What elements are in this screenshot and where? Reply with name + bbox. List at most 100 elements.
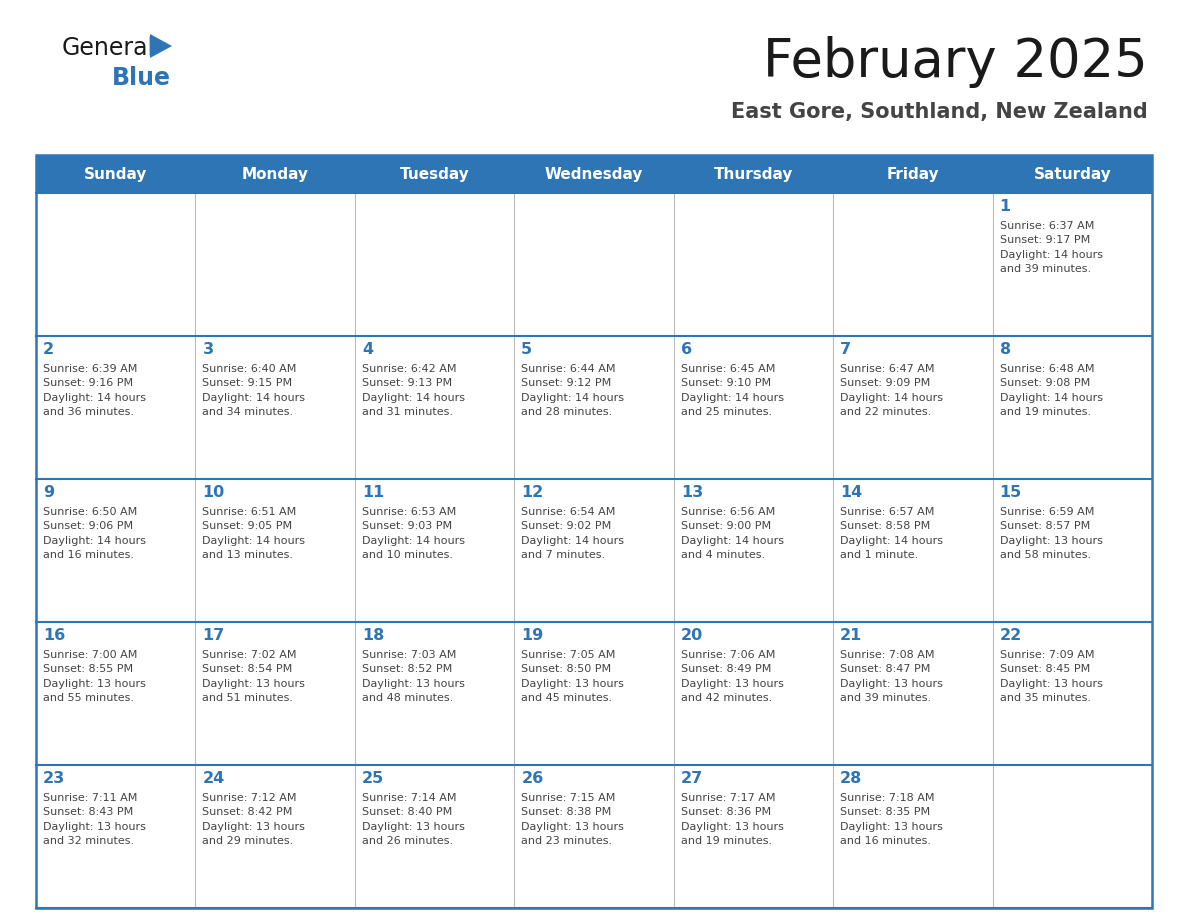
Text: Sunrise: 7:09 AM
Sunset: 8:45 PM
Daylight: 13 hours
and 35 minutes.: Sunrise: 7:09 AM Sunset: 8:45 PM Dayligh… — [999, 650, 1102, 703]
Text: 20: 20 — [681, 628, 703, 643]
Text: Sunrise: 6:51 AM
Sunset: 9:05 PM
Daylight: 14 hours
and 13 minutes.: Sunrise: 6:51 AM Sunset: 9:05 PM Dayligh… — [202, 507, 305, 560]
Text: 9: 9 — [43, 485, 55, 500]
Bar — [992, 479, 1152, 622]
Text: 25: 25 — [362, 771, 384, 786]
Text: Wednesday: Wednesday — [545, 166, 643, 182]
Bar — [36, 336, 196, 479]
Text: Sunrise: 7:15 AM
Sunset: 8:38 PM
Daylight: 13 hours
and 23 minutes.: Sunrise: 7:15 AM Sunset: 8:38 PM Dayligh… — [522, 793, 624, 846]
Bar — [355, 479, 514, 622]
Bar — [992, 622, 1152, 765]
Bar — [674, 622, 833, 765]
Text: 18: 18 — [362, 628, 384, 643]
Text: Sunrise: 6:54 AM
Sunset: 9:02 PM
Daylight: 14 hours
and 7 minutes.: Sunrise: 6:54 AM Sunset: 9:02 PM Dayligh… — [522, 507, 624, 560]
Text: Sunrise: 7:08 AM
Sunset: 8:47 PM
Daylight: 13 hours
and 39 minutes.: Sunrise: 7:08 AM Sunset: 8:47 PM Dayligh… — [840, 650, 943, 703]
Bar — [36, 479, 196, 622]
Text: Sunrise: 7:14 AM
Sunset: 8:40 PM
Daylight: 13 hours
and 26 minutes.: Sunrise: 7:14 AM Sunset: 8:40 PM Dayligh… — [362, 793, 465, 846]
Bar — [514, 155, 674, 193]
Bar — [833, 155, 992, 193]
Bar — [833, 479, 992, 622]
Bar — [514, 622, 674, 765]
Bar — [196, 765, 355, 908]
Text: Sunrise: 7:12 AM
Sunset: 8:42 PM
Daylight: 13 hours
and 29 minutes.: Sunrise: 7:12 AM Sunset: 8:42 PM Dayligh… — [202, 793, 305, 846]
Text: Sunrise: 6:42 AM
Sunset: 9:13 PM
Daylight: 14 hours
and 31 minutes.: Sunrise: 6:42 AM Sunset: 9:13 PM Dayligh… — [362, 364, 465, 417]
Text: Friday: Friday — [886, 166, 940, 182]
Bar — [992, 336, 1152, 479]
Bar — [674, 336, 833, 479]
Text: 15: 15 — [999, 485, 1022, 500]
Text: 14: 14 — [840, 485, 862, 500]
Text: 1: 1 — [999, 199, 1011, 214]
Text: 13: 13 — [681, 485, 703, 500]
Text: Sunrise: 6:57 AM
Sunset: 8:58 PM
Daylight: 14 hours
and 1 minute.: Sunrise: 6:57 AM Sunset: 8:58 PM Dayligh… — [840, 507, 943, 560]
Bar — [514, 765, 674, 908]
Bar — [833, 193, 992, 336]
Bar — [196, 622, 355, 765]
Bar — [196, 479, 355, 622]
Bar — [36, 622, 196, 765]
Text: Sunrise: 6:53 AM
Sunset: 9:03 PM
Daylight: 14 hours
and 10 minutes.: Sunrise: 6:53 AM Sunset: 9:03 PM Dayligh… — [362, 507, 465, 560]
Text: 12: 12 — [522, 485, 544, 500]
Text: 19: 19 — [522, 628, 544, 643]
Text: 7: 7 — [840, 342, 852, 357]
Text: Thursday: Thursday — [714, 166, 794, 182]
Bar — [355, 622, 514, 765]
Bar — [36, 193, 196, 336]
Text: 24: 24 — [202, 771, 225, 786]
Text: 23: 23 — [43, 771, 65, 786]
Bar — [36, 155, 1152, 908]
Text: 8: 8 — [999, 342, 1011, 357]
Bar — [833, 336, 992, 479]
Bar — [36, 155, 196, 193]
Text: Sunrise: 7:17 AM
Sunset: 8:36 PM
Daylight: 13 hours
and 19 minutes.: Sunrise: 7:17 AM Sunset: 8:36 PM Dayligh… — [681, 793, 784, 846]
Text: 27: 27 — [681, 771, 703, 786]
Text: Sunrise: 7:03 AM
Sunset: 8:52 PM
Daylight: 13 hours
and 48 minutes.: Sunrise: 7:03 AM Sunset: 8:52 PM Dayligh… — [362, 650, 465, 703]
Text: General: General — [62, 36, 156, 60]
Text: 21: 21 — [840, 628, 862, 643]
Bar — [355, 155, 514, 193]
Text: Monday: Monday — [241, 166, 309, 182]
Text: Sunrise: 6:45 AM
Sunset: 9:10 PM
Daylight: 14 hours
and 25 minutes.: Sunrise: 6:45 AM Sunset: 9:10 PM Dayligh… — [681, 364, 784, 417]
Text: Sunrise: 6:59 AM
Sunset: 8:57 PM
Daylight: 13 hours
and 58 minutes.: Sunrise: 6:59 AM Sunset: 8:57 PM Dayligh… — [999, 507, 1102, 560]
Bar — [992, 155, 1152, 193]
Bar — [36, 765, 196, 908]
Text: 3: 3 — [202, 342, 214, 357]
Bar — [355, 765, 514, 908]
Text: 4: 4 — [362, 342, 373, 357]
Text: Sunrise: 6:50 AM
Sunset: 9:06 PM
Daylight: 14 hours
and 16 minutes.: Sunrise: 6:50 AM Sunset: 9:06 PM Dayligh… — [43, 507, 146, 560]
Bar — [196, 336, 355, 479]
Bar — [674, 193, 833, 336]
Bar — [514, 479, 674, 622]
Text: Sunrise: 7:02 AM
Sunset: 8:54 PM
Daylight: 13 hours
and 51 minutes.: Sunrise: 7:02 AM Sunset: 8:54 PM Dayligh… — [202, 650, 305, 703]
Text: 11: 11 — [362, 485, 384, 500]
Text: Sunrise: 6:56 AM
Sunset: 9:00 PM
Daylight: 14 hours
and 4 minutes.: Sunrise: 6:56 AM Sunset: 9:00 PM Dayligh… — [681, 507, 784, 560]
Text: 16: 16 — [43, 628, 65, 643]
Text: 17: 17 — [202, 628, 225, 643]
Bar — [196, 193, 355, 336]
Text: Saturday: Saturday — [1034, 166, 1111, 182]
Text: 2: 2 — [43, 342, 55, 357]
Bar — [514, 193, 674, 336]
Text: East Gore, Southland, New Zealand: East Gore, Southland, New Zealand — [732, 102, 1148, 122]
Bar — [833, 622, 992, 765]
Text: 28: 28 — [840, 771, 862, 786]
Bar — [833, 765, 992, 908]
Text: February 2025: February 2025 — [763, 36, 1148, 88]
Text: Sunday: Sunday — [84, 166, 147, 182]
Bar — [674, 479, 833, 622]
Bar — [674, 765, 833, 908]
Text: 5: 5 — [522, 342, 532, 357]
Text: Sunrise: 7:11 AM
Sunset: 8:43 PM
Daylight: 13 hours
and 32 minutes.: Sunrise: 7:11 AM Sunset: 8:43 PM Dayligh… — [43, 793, 146, 846]
Polygon shape — [150, 34, 172, 58]
Text: Sunrise: 6:48 AM
Sunset: 9:08 PM
Daylight: 14 hours
and 19 minutes.: Sunrise: 6:48 AM Sunset: 9:08 PM Dayligh… — [999, 364, 1102, 417]
Text: Sunrise: 6:44 AM
Sunset: 9:12 PM
Daylight: 14 hours
and 28 minutes.: Sunrise: 6:44 AM Sunset: 9:12 PM Dayligh… — [522, 364, 624, 417]
Bar — [514, 336, 674, 479]
Text: Sunrise: 7:06 AM
Sunset: 8:49 PM
Daylight: 13 hours
and 42 minutes.: Sunrise: 7:06 AM Sunset: 8:49 PM Dayligh… — [681, 650, 784, 703]
Bar — [674, 155, 833, 193]
Text: Sunrise: 6:37 AM
Sunset: 9:17 PM
Daylight: 14 hours
and 39 minutes.: Sunrise: 6:37 AM Sunset: 9:17 PM Dayligh… — [999, 221, 1102, 274]
Bar — [992, 193, 1152, 336]
Text: 10: 10 — [202, 485, 225, 500]
Bar — [355, 336, 514, 479]
Text: Blue: Blue — [112, 66, 171, 90]
Text: Tuesday: Tuesday — [399, 166, 469, 182]
Bar — [196, 155, 355, 193]
